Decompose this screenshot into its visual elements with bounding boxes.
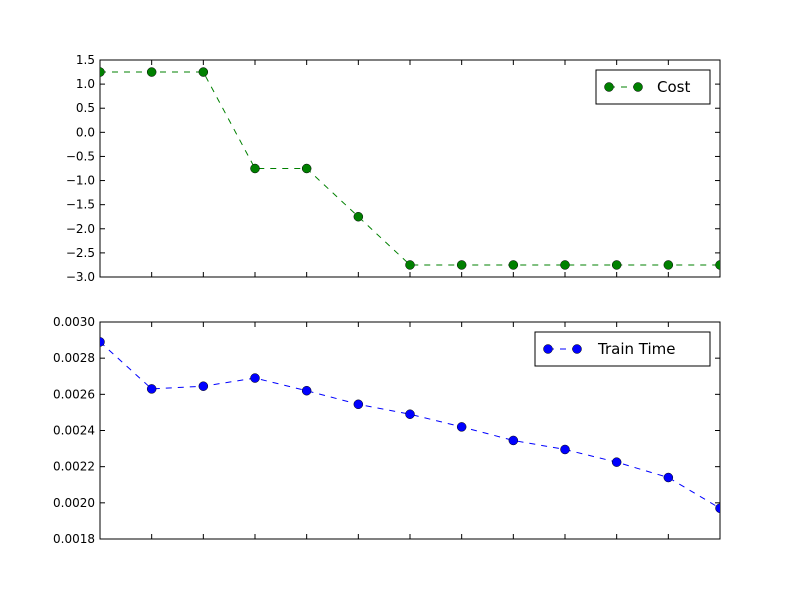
train-time-data-point (198, 381, 209, 391)
train-time-legend-marker-left (543, 344, 553, 354)
cost-legend-box (595, 69, 711, 105)
train-time-ytick-label: 0.0024 (53, 424, 95, 438)
cost-ytick-label: −0.5 (66, 149, 95, 163)
cost-ytick-label: −2.5 (66, 246, 95, 260)
train-time-ytick-label: 0.0028 (53, 351, 95, 365)
train-time-data-point (353, 399, 364, 410)
train-time-y-axis: 0.0018 0.0020 0.0022 0.0024 0.0026 0.0028 0.00… (53, 315, 721, 546)
train-time-data-point (405, 409, 415, 419)
train-time-ytick-label: 0.0026 (53, 387, 95, 401)
train-time-ytick-label: 0.0030 (53, 315, 95, 329)
cost-data-point (456, 260, 467, 270)
cost-data-point (198, 67, 209, 77)
train-time-data-point (611, 457, 622, 467)
train-time-ytick-label: 0.0020 (53, 496, 95, 510)
train-time-data-point (146, 384, 157, 394)
cost-ytick-label: 1.5 (76, 53, 95, 67)
cost-data-point (405, 260, 415, 270)
train-time-legend: Train Time (534, 331, 711, 367)
train-time-legend-marker-right (572, 344, 582, 354)
train-time-data-point (250, 373, 260, 383)
cost-ytick-label: 0.0 (76, 125, 95, 139)
cost-data-point (301, 163, 312, 174)
cost-ytick-label: −3.0 (66, 270, 95, 284)
train-time-ytick-label: 0.0022 (53, 460, 95, 474)
train-time-ytick-label: 0.0018 (53, 532, 95, 546)
cost-data-point (611, 260, 622, 270)
train-time-data-point (715, 503, 720, 514)
cost-legend-marker-right (633, 82, 643, 92)
cost-data-point (146, 67, 157, 77)
cost-series (100, 67, 720, 270)
cost-ytick-label: 0.5 (76, 101, 95, 115)
cost-legend-label: Cost (657, 78, 690, 96)
cost-data-point (560, 260, 570, 270)
train-time-series (100, 337, 720, 514)
cost-ytick-label: −1.0 (66, 174, 95, 188)
cost-data-point (100, 67, 105, 77)
cost-ytick-label: −2.0 (66, 222, 95, 236)
train-time-data-point (663, 472, 674, 483)
cost-y-axis: −3.0 −2.5 −2.0 −1.5 −1.0 −0.5 0.0 0.5 1.0 1.5 (66, 53, 721, 284)
cost-data-point (715, 260, 720, 270)
cost-legend-marker-left (604, 82, 614, 92)
train-time-data-point (301, 385, 312, 396)
train-time-legend-label: Train Time (597, 340, 675, 358)
cost-ytick-label: 1.0 (76, 77, 95, 91)
train-time-data-point (560, 444, 570, 455)
cost-legend: Cost (595, 69, 711, 105)
cost-data-point (663, 260, 674, 270)
cost-ytick-label: −1.5 (66, 198, 95, 212)
train-time-data-point (100, 337, 105, 347)
cost-data-point (353, 211, 364, 222)
cost-subplot: −3.0 −2.5 −2.0 −1.5 −1.0 −0.5 0.0 0.5 1.0 1.5 Cos… (66, 53, 721, 284)
train-time-data-point (508, 435, 519, 446)
cost-data-point (250, 163, 260, 174)
cost-data-point (508, 260, 519, 270)
train-time-data-point (456, 422, 467, 432)
train-time-subplot: 0.0018 0.0020 0.0022 0.0024 0.0026 0.0028 0.00… (53, 315, 721, 546)
